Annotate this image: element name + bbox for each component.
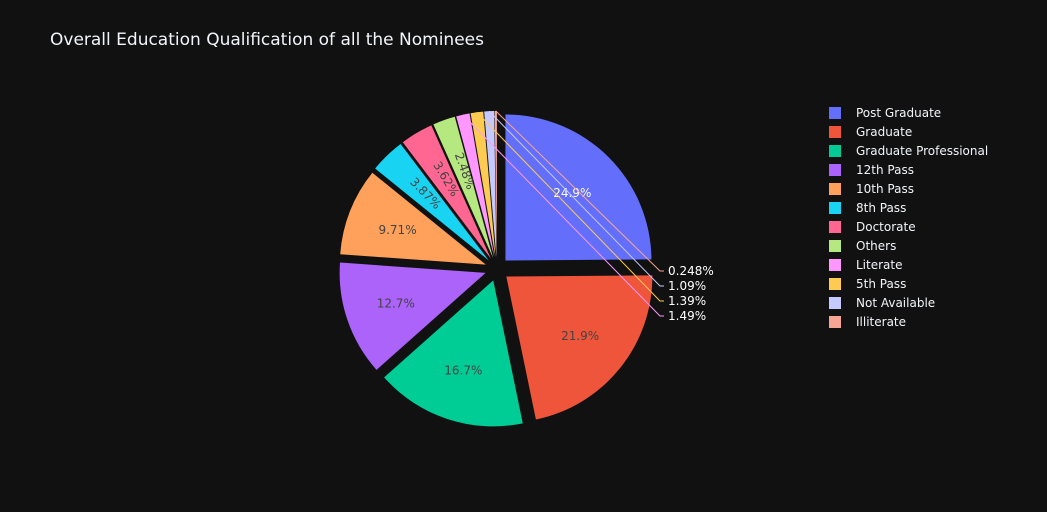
slice-literate[interactable] (456, 113, 495, 258)
legend-item-5th-pass[interactable]: 5th Pass (829, 274, 988, 293)
legend-label: Literate (856, 257, 903, 272)
legend-item-8th-pass[interactable]: 8th Pass (829, 198, 988, 217)
slice-label-10th-pass: 9.71% (378, 223, 416, 237)
legend-item-graduate-professional[interactable]: Graduate Professional (829, 141, 988, 160)
legend-swatch (829, 125, 841, 138)
legend-item-literate[interactable]: Literate (829, 255, 988, 274)
legend-label: Graduate Professional (856, 143, 989, 158)
legend-label: 8th Pass (856, 200, 907, 215)
slice-label-post-graduate: 24.9% (553, 186, 591, 200)
legend-label: 5th Pass (856, 276, 907, 291)
legend-swatch (829, 239, 841, 252)
slice-label-not-available: 1.09% (668, 279, 706, 293)
legend-swatch (829, 220, 841, 233)
legend-swatch (829, 106, 841, 119)
legend-item-12th-pass[interactable]: 12th Pass (829, 160, 988, 179)
slice-graduate-professional[interactable] (384, 280, 523, 427)
slice-post-graduate[interactable] (505, 114, 652, 261)
legend-swatch (829, 163, 841, 176)
legend-label: Illiterate (856, 314, 907, 329)
legend-label: Not Available (856, 295, 936, 310)
legend-swatch (829, 296, 841, 309)
legend-label: Others (856, 238, 897, 253)
leader-line-illiterate (495, 110, 664, 272)
slice-5th-pass[interactable] (470, 111, 496, 258)
slice-graduate[interactable] (506, 275, 653, 420)
legend-item-others[interactable]: Others (829, 236, 988, 255)
legend-label: 12th Pass (856, 162, 914, 177)
legend-item-doctorate[interactable]: Doctorate (829, 217, 988, 236)
slice-12th-pass[interactable] (339, 262, 486, 370)
legend-item-not-available[interactable]: Not Available (829, 293, 988, 312)
legend-item-10th-pass[interactable]: 10th Pass (829, 179, 988, 198)
legend-swatch (829, 144, 841, 157)
legend-label: Post Graduate (856, 105, 942, 120)
legend-label: 10th Pass (856, 181, 914, 196)
leader-line-5th-pass (476, 111, 664, 302)
slice-8th-pass[interactable] (375, 143, 489, 261)
slice-not-available[interactable] (484, 111, 497, 258)
legend-label: Graduate (856, 124, 913, 139)
slice-doctorate[interactable] (402, 125, 491, 259)
slice-label-5th-pass: 1.39% (668, 294, 706, 308)
legend[interactable]: Post Graduate Graduate Graduate Profession… (829, 103, 988, 331)
legend-label: Doctorate (856, 219, 916, 234)
chart-title: Overall Education Qualification of all t… (50, 30, 484, 50)
leader-line-literate (462, 114, 664, 317)
slice-label-literate: 1.49% (668, 309, 706, 323)
legend-item-post-graduate[interactable]: Post Graduate (829, 103, 988, 122)
slice-10th-pass[interactable] (340, 172, 486, 265)
slice-label-graduate-professional: 16.7% (444, 363, 482, 377)
slice-label-12th-pass: 12.7% (377, 296, 415, 310)
legend-item-illiterate[interactable]: Illiterate (829, 312, 988, 331)
slice-others[interactable] (433, 116, 493, 258)
leader-line-not-available (488, 110, 664, 287)
legend-swatch (829, 277, 841, 290)
legend-item-graduate[interactable]: Graduate (829, 122, 988, 141)
legend-swatch (829, 201, 841, 214)
legend-swatch (829, 182, 841, 195)
slice-label-graduate: 21.9% (561, 329, 599, 343)
slice-label-illiterate: 0.248% (668, 264, 714, 278)
legend-swatch (829, 315, 841, 328)
legend-swatch (829, 258, 841, 271)
